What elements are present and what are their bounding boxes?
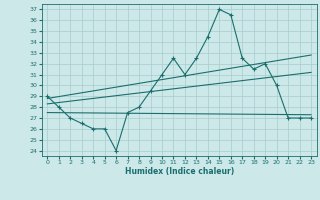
X-axis label: Humidex (Indice chaleur): Humidex (Indice chaleur) — [124, 167, 234, 176]
